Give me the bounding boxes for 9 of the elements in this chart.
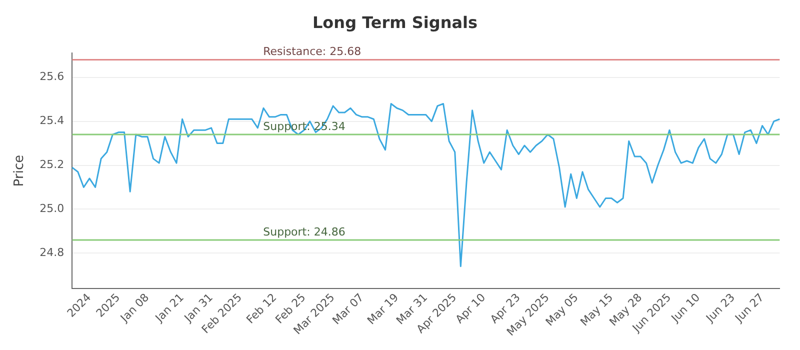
chart-title: Long Term Signals — [312, 12, 478, 32]
y-tick-label: 25.0 — [40, 202, 64, 216]
y-tick-label: 25.2 — [40, 158, 64, 172]
y-tick-label: 25.4 — [40, 114, 64, 128]
ref-line-label: Support: 24.86 — [263, 225, 346, 238]
y-axis-title: Price — [12, 154, 28, 187]
y-tick-label: 25.6 — [40, 70, 64, 84]
y-tick-label: 24.8 — [40, 246, 64, 260]
ref-line-label: Resistance: 25.68 — [263, 45, 362, 58]
